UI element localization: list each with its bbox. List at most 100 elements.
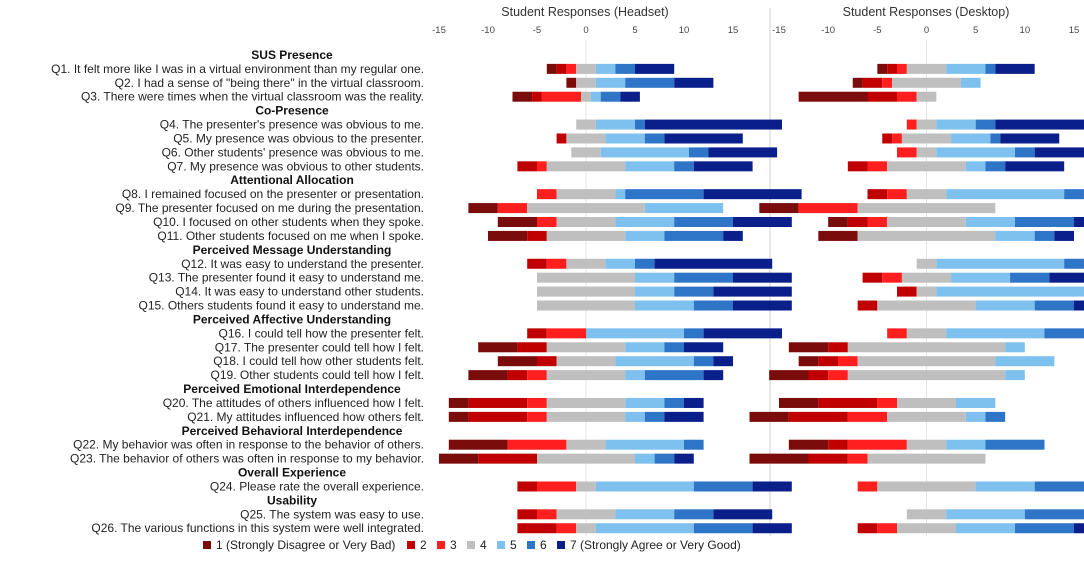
bar-segment-desktop-level-2	[847, 217, 868, 227]
bar-segment-headset-level-1	[468, 370, 508, 381]
bar-segment-desktop-level-4	[847, 370, 1006, 381]
bar-segment-headset-level-4	[546, 230, 626, 241]
question-label: Q8. I remained focused on the presenter …	[122, 187, 424, 201]
tick-label-desktop: 0	[924, 25, 929, 36]
bar-segment-desktop-level-6	[1015, 147, 1035, 158]
bar-segment-desktop-level-5	[965, 217, 1015, 227]
question-label: Q26. The various functions in this syste…	[91, 521, 424, 535]
bar-segment-headset-level-6	[674, 217, 733, 227]
bar-segment-headset-level-3	[537, 189, 557, 200]
bar-segment-headset-level-4	[546, 161, 626, 172]
bar-segment-headset-level-4	[537, 453, 635, 464]
bar-segment-headset-level-7	[733, 300, 792, 311]
bar-segment-desktop-level-4	[916, 258, 937, 269]
bar-segment-desktop-level-5	[960, 77, 981, 88]
bar-segment-headset-level-4	[537, 272, 635, 283]
bar-segment-desktop-level-1	[779, 397, 819, 408]
bar-segment-headset-level-5	[625, 370, 645, 381]
legend-label-6: 6	[540, 538, 547, 552]
bar-segment-headset-level-2	[517, 481, 537, 492]
bar-segment-desktop-level-4	[916, 286, 937, 297]
bar-segment-desktop-level-2	[882, 133, 893, 144]
bar-segment-desktop-level-2	[828, 342, 848, 353]
category-heading: Usability	[267, 493, 317, 507]
bar-segment-headset-level-4	[576, 481, 596, 492]
bar-segment-headset-level-2	[556, 63, 567, 74]
bar-segment-headset-level-6	[684, 439, 704, 450]
bar-segment-desktop-level-6	[990, 133, 1001, 144]
bar-segment-desktop-level-3	[847, 411, 888, 422]
bar-segment-desktop-level-1	[769, 370, 809, 381]
bar-segment-headset-level-1	[448, 397, 469, 408]
bar-segment-desktop-level-7	[1005, 161, 1065, 172]
bar-segment-headset-level-4	[566, 133, 606, 144]
bar-segment-desktop-level-5	[951, 272, 1011, 283]
legend-swatch-6	[527, 541, 535, 549]
question-label: Q23. The behavior of others was often in…	[70, 452, 424, 466]
question-label: Q17. The presenter could tell how I felt…	[215, 340, 424, 354]
bar-segment-headset-level-2	[537, 356, 557, 367]
bar-segment-desktop-level-5	[946, 63, 986, 74]
bar-segment-headset-level-2	[468, 411, 528, 422]
bar-segment-headset-level-3	[527, 370, 547, 381]
bar-segment-desktop-level-4	[906, 328, 947, 339]
bar-segment-desktop-level-1	[828, 217, 848, 227]
bar-segment-headset-level-1	[448, 439, 508, 450]
bar-segment-desktop-level-5	[936, 119, 976, 130]
legend-label-7: 7 (Strongly Agree or Very Good)	[570, 538, 741, 552]
bar-segment-desktop-level-4	[887, 161, 966, 172]
bar-segment-desktop-level-4	[892, 77, 961, 88]
bar-segment-desktop-level-4	[901, 133, 952, 144]
bar-segment-headset-level-6	[693, 523, 753, 534]
bar-segment-desktop-level-3	[882, 77, 893, 88]
bar-segment-headset-level-1	[478, 342, 518, 353]
bar-segment-headset-level-4	[527, 203, 645, 214]
bar-segment-headset-level-3	[537, 161, 547, 172]
bar-segment-desktop-level-3	[838, 356, 858, 367]
bar-segment-headset-level-5	[595, 63, 616, 74]
bar-segment-desktop-level-7	[995, 119, 1084, 130]
bar-segment-desktop-level-5	[936, 286, 1084, 297]
bar-segment-headset-level-2	[527, 328, 547, 339]
panel-title-headset: Student Responses (Headset)	[501, 5, 668, 19]
bar-segment-headset-level-6	[693, 300, 733, 311]
bar-segment-desktop-level-6	[1034, 300, 1074, 311]
bar-segment-headset-level-4	[546, 370, 626, 381]
bar-segment-headset-level-6	[674, 272, 733, 283]
tick-label-desktop: 10	[1020, 25, 1031, 36]
question-label: Q22. My behavior was often in response t…	[73, 438, 424, 452]
question-label: Q11. Other students focused on me when I…	[157, 229, 424, 243]
bar-segment-headset-level-4	[566, 439, 606, 450]
bar-segment-desktop-level-7	[1000, 133, 1060, 144]
bar-segment-desktop-level-2	[867, 189, 888, 200]
bar-segment-headset-level-6	[625, 189, 704, 200]
bar-segment-desktop-level-5	[965, 161, 986, 172]
bar-segment-desktop-level-4	[857, 356, 996, 367]
bar-segment-headset-level-3	[546, 328, 586, 339]
legend-swatch-4	[467, 541, 475, 549]
bar-segment-headset-level-5	[605, 258, 635, 269]
bar-segment-desktop-level-3	[897, 147, 917, 158]
legend-label-4: 4	[480, 538, 487, 552]
bar-segment-desktop-level-2	[808, 370, 829, 381]
bar-segment-headset-level-5	[615, 509, 675, 520]
bar-segment-headset-level-6	[625, 77, 675, 88]
bar-segment-headset-level-6	[664, 397, 684, 408]
bar-segment-headset-level-7	[664, 411, 704, 422]
bar-segment-desktop-level-3	[867, 217, 888, 227]
bar-segment-headset-level-1	[448, 411, 469, 422]
bar-segment-desktop-level-5	[995, 356, 1055, 367]
bar-segment-desktop-level-4	[877, 481, 976, 492]
bar-segment-headset-level-2	[532, 91, 542, 102]
bar-segment-headset-level-7	[635, 63, 675, 74]
bar-segment-desktop-level-6	[1034, 230, 1055, 241]
bar-segment-desktop-level-6	[1015, 523, 1074, 534]
bar-segment-desktop-level-4	[906, 439, 947, 450]
bar-segment-headset-level-1	[497, 356, 537, 367]
question-label: Q15. Others students found it easy to un…	[139, 299, 425, 313]
question-label: Q9. The presenter focused on me during t…	[115, 201, 424, 215]
bar-segment-desktop-level-2	[818, 397, 878, 408]
bar-segment-headset-level-6	[644, 133, 665, 144]
bar-segment-headset-level-2	[556, 133, 567, 144]
bar-segment-headset-level-1	[512, 91, 533, 102]
